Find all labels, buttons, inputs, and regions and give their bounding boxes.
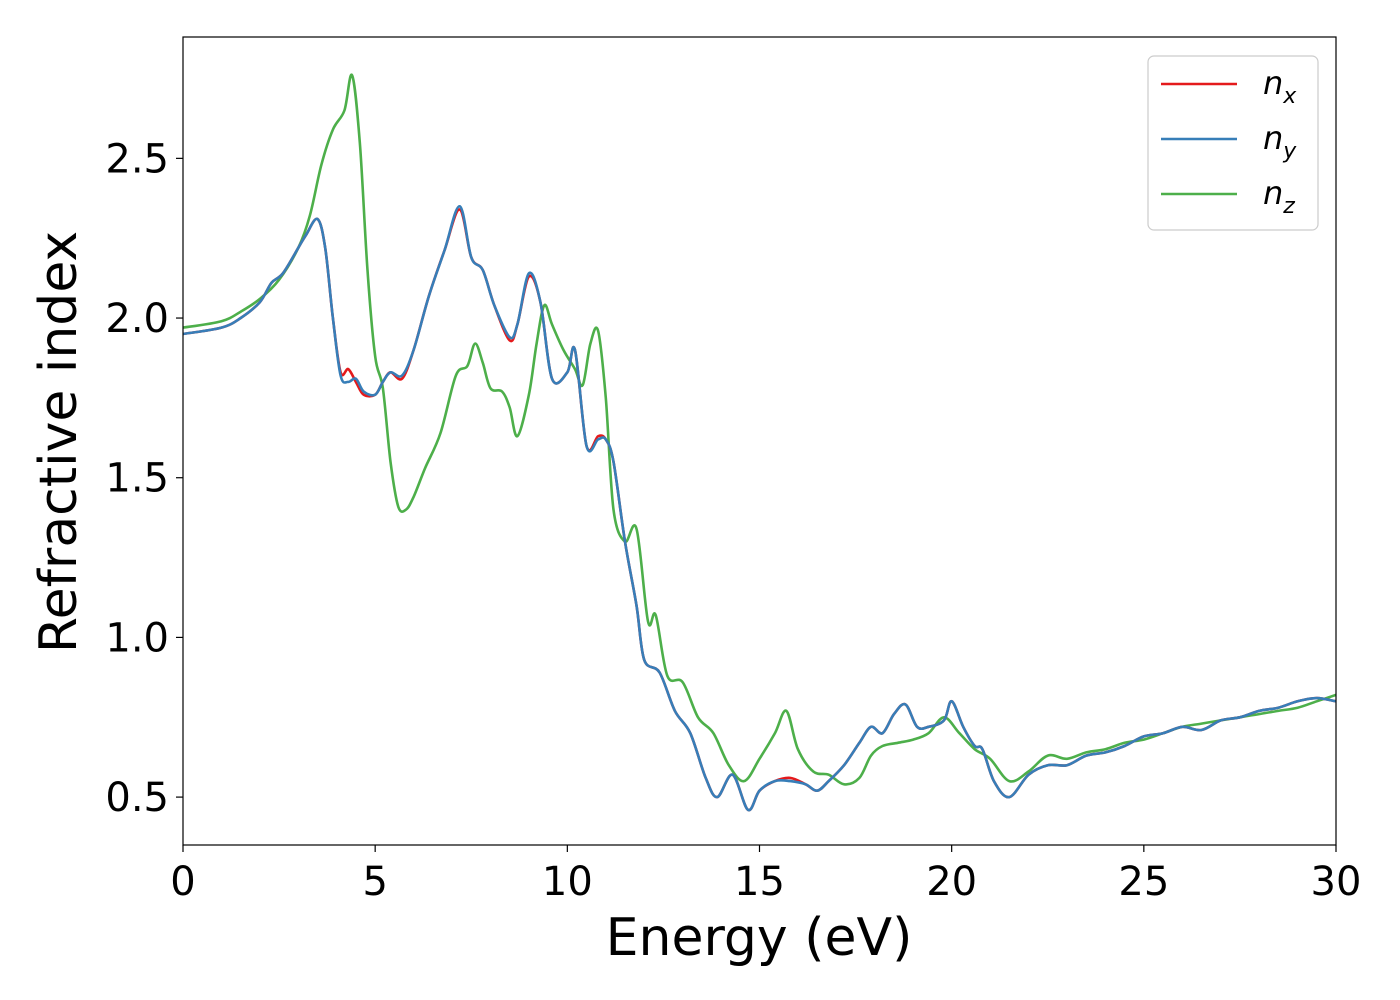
x-axis-title: Energy (eV) [606,908,913,968]
x-tick-label: 20 [926,859,977,905]
series-line-n-y [183,204,1336,812]
y-axis-title: Refractive index [29,231,89,653]
x-axis: 0 5 10 15 20 25 30 [170,845,1361,905]
y-tick-label: 0.5 [105,775,169,821]
y-tick-label: 2.0 [105,296,169,342]
y-axis: 0.5 1.0 1.5 2.0 2.5 [105,136,183,821]
x-tick-label: 15 [734,859,785,905]
x-tick-label: 25 [1118,859,1169,905]
series-line-n-x [183,208,1336,812]
legend-box [1147,55,1319,231]
legend-label-n-x: nx [1263,64,1297,109]
series-line-n-z [183,73,1336,786]
x-tick-label: 0 [170,859,195,905]
legend-label-n-z: nz [1263,174,1295,219]
y-tick-label: 2.5 [105,136,169,182]
legend-label-n-y: ny [1263,119,1297,164]
x-tick-label: 10 [542,859,593,905]
y-tick-label: 1.0 [105,615,169,661]
legend: nx ny nz [1147,55,1319,231]
x-tick-label: 30 [1311,859,1362,905]
y-tick-label: 1.5 [105,456,169,502]
x-tick-label: 5 [362,859,387,905]
